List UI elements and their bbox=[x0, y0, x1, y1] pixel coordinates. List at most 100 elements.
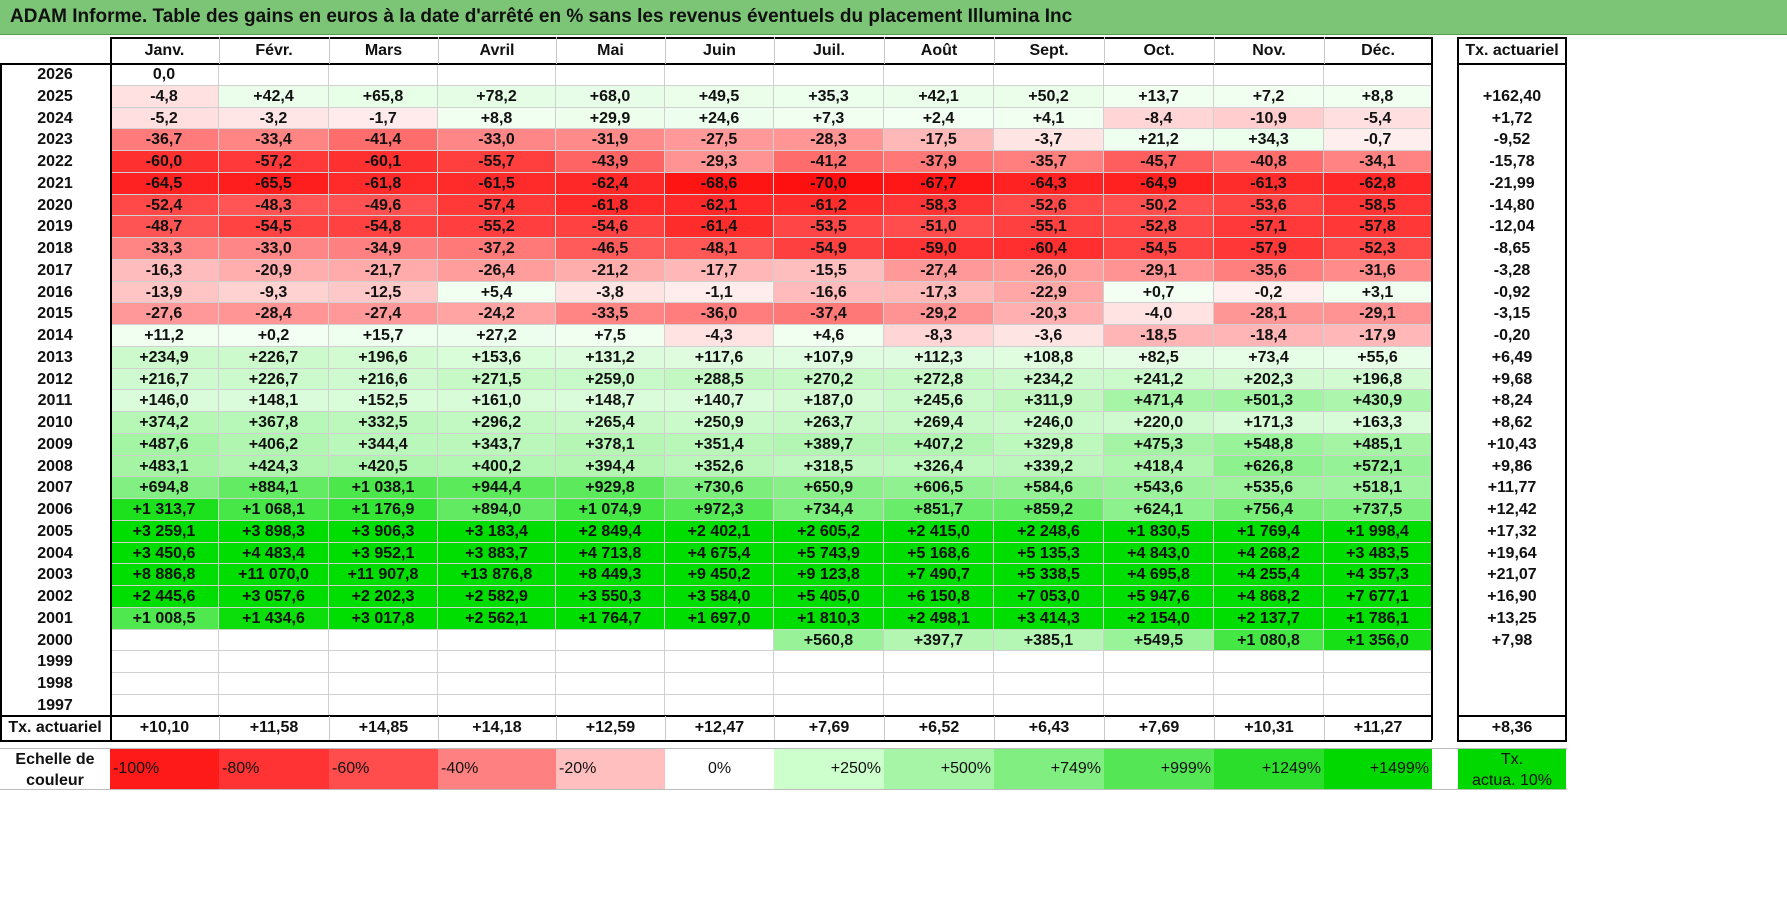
table-cell[interactable]: +548,8 bbox=[1214, 434, 1324, 456]
table-cell[interactable]: +311,9 bbox=[994, 390, 1104, 412]
table-cell[interactable]: +1 786,1 bbox=[1324, 608, 1432, 630]
table-cell[interactable]: +6 150,8 bbox=[884, 586, 994, 608]
table-cell[interactable] bbox=[994, 64, 1104, 86]
table-cell[interactable]: +5 135,3 bbox=[994, 543, 1104, 564]
table-cell[interactable]: +756,4 bbox=[1214, 499, 1324, 521]
table-cell[interactable]: -68,6 bbox=[665, 173, 774, 195]
table-cell[interactable]: +1 176,9 bbox=[329, 499, 438, 521]
table-cell[interactable]: +1 074,9 bbox=[556, 499, 665, 521]
table-cell[interactable]: +3 584,0 bbox=[665, 586, 774, 608]
table-cell[interactable]: -34,1 bbox=[1324, 151, 1432, 173]
table-cell[interactable]: -36,7 bbox=[110, 129, 219, 151]
table-cell[interactable]: -55,7 bbox=[438, 151, 556, 173]
table-cell[interactable]: -57,9 bbox=[1214, 238, 1324, 260]
table-cell[interactable]: -61,2 bbox=[774, 195, 884, 216]
table-cell[interactable]: +3 259,1 bbox=[110, 521, 219, 543]
table-cell[interactable]: +187,0 bbox=[774, 390, 884, 412]
table-cell[interactable]: -48,3 bbox=[219, 195, 329, 216]
table-cell[interactable] bbox=[1104, 651, 1214, 673]
table-cell[interactable]: -17,9 bbox=[1324, 325, 1432, 347]
table-cell[interactable]: +397,7 bbox=[884, 630, 994, 651]
table-cell[interactable]: -29,1 bbox=[1104, 260, 1214, 282]
table-cell[interactable]: -3,8 bbox=[556, 282, 665, 303]
table-cell[interactable]: -41,2 bbox=[774, 151, 884, 173]
table-cell[interactable]: -48,7 bbox=[110, 216, 219, 238]
table-cell[interactable]: -57,4 bbox=[438, 195, 556, 216]
table-cell[interactable]: -61,8 bbox=[556, 195, 665, 216]
table-cell[interactable]: +2 415,0 bbox=[884, 521, 994, 543]
table-cell[interactable] bbox=[665, 695, 774, 717]
table-cell[interactable]: +234,2 bbox=[994, 369, 1104, 390]
table-cell[interactable]: -10,9 bbox=[1214, 108, 1324, 129]
table-cell[interactable]: -60,1 bbox=[329, 151, 438, 173]
table-cell[interactable]: +584,6 bbox=[994, 477, 1104, 499]
table-cell[interactable]: +5 338,5 bbox=[994, 564, 1104, 586]
table-cell[interactable]: +2 248,6 bbox=[994, 521, 1104, 543]
table-cell[interactable]: -62,1 bbox=[665, 195, 774, 216]
table-cell[interactable]: -16,6 bbox=[774, 282, 884, 303]
table-cell[interactable] bbox=[438, 695, 556, 717]
table-cell[interactable]: +8 886,8 bbox=[110, 564, 219, 586]
table-cell[interactable]: +9 123,8 bbox=[774, 564, 884, 586]
table-cell[interactable] bbox=[556, 673, 665, 695]
table-cell[interactable]: +4 843,0 bbox=[1104, 543, 1214, 564]
table-cell[interactable]: -49,6 bbox=[329, 195, 438, 216]
table-cell[interactable]: +7 490,7 bbox=[884, 564, 994, 586]
table-cell[interactable] bbox=[110, 651, 219, 673]
table-cell[interactable]: +944,4 bbox=[438, 477, 556, 499]
table-cell[interactable]: +288,5 bbox=[665, 369, 774, 390]
table-cell[interactable]: -58,5 bbox=[1324, 195, 1432, 216]
table-cell[interactable]: +13,7 bbox=[1104, 86, 1214, 108]
table-cell[interactable]: +2 498,1 bbox=[884, 608, 994, 630]
table-cell[interactable]: +424,3 bbox=[219, 456, 329, 477]
table-cell[interactable]: +4,1 bbox=[994, 108, 1104, 129]
table-cell[interactable]: -17,7 bbox=[665, 260, 774, 282]
table-cell[interactable]: +271,5 bbox=[438, 369, 556, 390]
table-cell[interactable]: -36,0 bbox=[665, 303, 774, 325]
table-cell[interactable]: -64,9 bbox=[1104, 173, 1214, 195]
table-cell[interactable]: -29,1 bbox=[1324, 303, 1432, 325]
table-cell[interactable]: -33,0 bbox=[219, 238, 329, 260]
table-cell[interactable]: +5 743,9 bbox=[774, 543, 884, 564]
table-cell[interactable]: -54,5 bbox=[1104, 238, 1214, 260]
table-cell[interactable]: -1,7 bbox=[329, 108, 438, 129]
table-cell[interactable]: -18,4 bbox=[1214, 325, 1324, 347]
table-cell[interactable]: -55,2 bbox=[438, 216, 556, 238]
table-cell[interactable]: +3 483,5 bbox=[1324, 543, 1432, 564]
table-cell[interactable]: -43,9 bbox=[556, 151, 665, 173]
table-cell[interactable]: +1 068,1 bbox=[219, 499, 329, 521]
table-cell[interactable]: +272,8 bbox=[884, 369, 994, 390]
table-cell[interactable]: +108,8 bbox=[994, 347, 1104, 369]
table-cell[interactable]: -46,5 bbox=[556, 238, 665, 260]
table-cell[interactable]: +5 168,6 bbox=[884, 543, 994, 564]
table-cell[interactable]: +418,4 bbox=[1104, 456, 1214, 477]
table-cell[interactable]: +1 434,6 bbox=[219, 608, 329, 630]
table-cell[interactable]: +389,7 bbox=[774, 434, 884, 456]
table-cell[interactable]: -31,6 bbox=[1324, 260, 1432, 282]
table-cell[interactable]: -57,1 bbox=[1214, 216, 1324, 238]
table-cell[interactable] bbox=[329, 695, 438, 717]
table-cell[interactable] bbox=[884, 695, 994, 717]
table-cell[interactable]: +8,8 bbox=[438, 108, 556, 129]
table-cell[interactable]: +1 313,7 bbox=[110, 499, 219, 521]
table-cell[interactable]: +894,0 bbox=[438, 499, 556, 521]
table-cell[interactable]: +3 550,3 bbox=[556, 586, 665, 608]
table-cell[interactable]: -52,3 bbox=[1324, 238, 1432, 260]
table-cell[interactable]: +2 445,6 bbox=[110, 586, 219, 608]
table-cell[interactable]: +161,0 bbox=[438, 390, 556, 412]
table-cell[interactable]: -54,9 bbox=[774, 238, 884, 260]
table-cell[interactable]: -27,4 bbox=[329, 303, 438, 325]
table-cell[interactable]: -48,1 bbox=[665, 238, 774, 260]
table-cell[interactable]: +1 038,1 bbox=[329, 477, 438, 499]
table-cell[interactable]: +734,4 bbox=[774, 499, 884, 521]
table-cell[interactable]: +5,4 bbox=[438, 282, 556, 303]
table-cell[interactable]: +501,3 bbox=[1214, 390, 1324, 412]
table-cell[interactable]: -29,2 bbox=[884, 303, 994, 325]
table-cell[interactable]: +4 868,2 bbox=[1214, 586, 1324, 608]
table-cell[interactable]: -61,8 bbox=[329, 173, 438, 195]
table-cell[interactable]: -29,3 bbox=[665, 151, 774, 173]
table-cell[interactable]: -0,2 bbox=[1214, 282, 1324, 303]
table-cell[interactable]: +884,1 bbox=[219, 477, 329, 499]
table-cell[interactable]: +196,8 bbox=[1324, 369, 1432, 390]
table-cell[interactable]: +2 582,9 bbox=[438, 586, 556, 608]
